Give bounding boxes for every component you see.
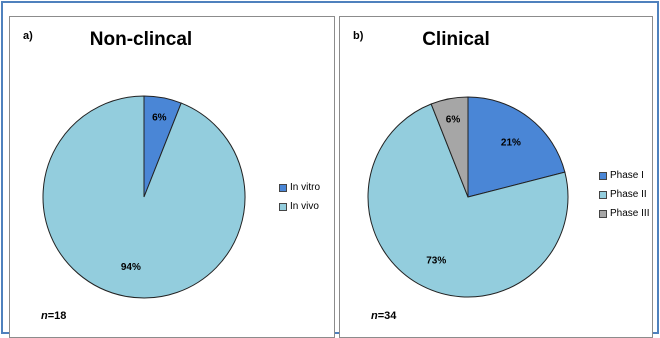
sample-size-label: n=34 [371, 310, 397, 322]
legend-item-in-vitro: In vitro [279, 178, 320, 197]
panel-label: a) [23, 30, 33, 42]
legend: Phase I Phase II Phase III [599, 166, 649, 223]
pie-slice-in-vivo [42, 95, 246, 299]
data-label: 94% [121, 262, 141, 273]
chart-title: Clinical [422, 29, 490, 50]
legend-label: Phase I [610, 170, 644, 181]
pie-slice-phase-iii [430, 96, 469, 198]
legend: In vitro In vivo [279, 178, 320, 216]
pie-chart-clinical: 21% 73% 6% [367, 96, 569, 298]
legend-item-in-vivo: In vivo [279, 197, 320, 216]
legend-swatch [599, 190, 607, 199]
data-label: 21% [501, 138, 521, 149]
data-label: 6% [446, 114, 461, 125]
legend-label: Phase III [610, 208, 650, 219]
pie-chart-non-clinical: 6% 94% [42, 95, 246, 299]
legend-label: In vitro [290, 182, 321, 193]
pie-slice-phase-i [467, 96, 566, 198]
legend-item-phase-i: Phase I [599, 166, 649, 185]
legend-swatch [279, 183, 287, 192]
panel-non-clinical: a) Non-clincal 6% 94% In vitro In vivo n=1… [9, 16, 335, 338]
pie-slice-phase-ii [367, 103, 569, 298]
legend-item-phase-ii: Phase II [599, 185, 649, 204]
panel-clinical: b) Clinical 21% 73% 6% Phase I Phase II Phas… [339, 16, 653, 338]
chart-title: Non-clincal [89, 29, 193, 50]
legend-swatch [279, 202, 287, 211]
legend-label: In vivo [290, 201, 319, 212]
legend-swatch [599, 171, 607, 180]
legend-swatch [599, 209, 607, 218]
data-label: 73% [426, 255, 446, 266]
legend-item-phase-iii: Phase III [599, 204, 649, 223]
legend-label: Phase II [610, 189, 647, 200]
sample-size-label: n=18 [41, 310, 67, 322]
panel-label: b) [353, 30, 364, 42]
data-label: 6% [152, 112, 167, 123]
